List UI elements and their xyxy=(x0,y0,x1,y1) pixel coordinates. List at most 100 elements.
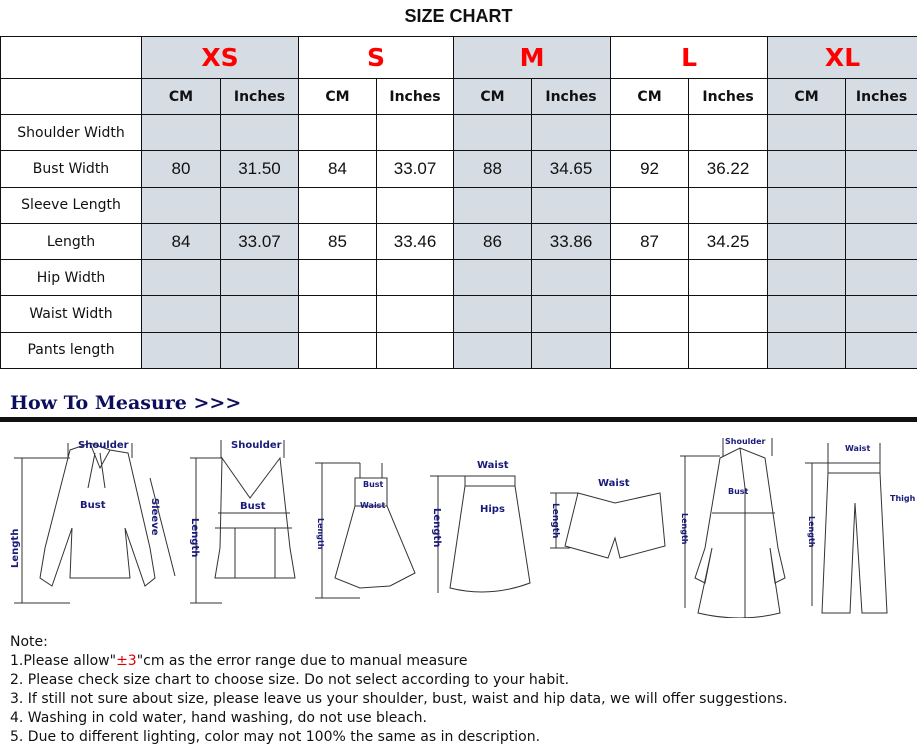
size-chart-table: XS S M L XL CM Inches CM Inches CM Inches CM Inches C… xyxy=(0,36,917,370)
cell xyxy=(141,259,221,297)
tank-top-illustration xyxy=(190,440,296,604)
note-5: 5. Due to different lighting, color may … xyxy=(10,729,541,745)
cell xyxy=(375,259,455,297)
label-length: Length xyxy=(316,518,325,550)
coat-illustration xyxy=(680,438,786,618)
label-bust: Bust xyxy=(363,480,384,489)
unit-header: CM xyxy=(298,78,377,115)
cell xyxy=(453,113,533,152)
note-1-text: "cm as the error range due to manual mea… xyxy=(136,653,468,669)
divider xyxy=(0,417,917,422)
notes-heading: Note: xyxy=(10,634,48,650)
cell: 31.50 xyxy=(220,150,299,188)
cell: 33.07 xyxy=(375,150,455,188)
row-label: Length xyxy=(0,222,142,261)
label-bust: Bust xyxy=(80,500,106,511)
cell xyxy=(298,259,377,297)
cell xyxy=(375,331,455,370)
label-shoulder: Shoulder xyxy=(231,440,282,451)
cell xyxy=(220,186,299,224)
skirt-illustration xyxy=(430,475,531,593)
cell xyxy=(220,295,299,333)
cell: 33.46 xyxy=(375,222,455,261)
cell xyxy=(845,186,917,224)
cell: 36.22 xyxy=(688,150,769,188)
shorts-illustration xyxy=(550,492,666,559)
unit-header: Inches xyxy=(531,78,612,115)
cell xyxy=(610,259,690,297)
size-header-xs: XS xyxy=(141,36,299,79)
unit-header: Inches xyxy=(845,78,917,115)
cell xyxy=(220,259,299,297)
cell xyxy=(845,113,917,152)
cell xyxy=(688,113,769,152)
row-label: Shoulder Width xyxy=(0,113,142,152)
pants-illustration xyxy=(805,443,888,614)
table-row: Shoulder Width xyxy=(0,113,917,152)
corner-cell xyxy=(0,78,142,115)
unit-header: Inches xyxy=(375,78,455,115)
cell xyxy=(767,113,847,152)
label-waist: Waist xyxy=(845,444,870,453)
cell xyxy=(531,295,612,333)
label-length: Length xyxy=(189,518,200,557)
cell xyxy=(375,295,455,333)
size-header-m: M xyxy=(453,36,612,79)
cell xyxy=(767,331,847,370)
size-chart-title: SIZE CHART xyxy=(404,6,513,26)
cell xyxy=(688,295,769,333)
cell xyxy=(610,331,690,370)
note-2: 2. Please check size chart to choose siz… xyxy=(10,672,570,688)
label-shoulder: Shoulder xyxy=(78,440,129,451)
cell xyxy=(220,331,299,370)
note-1: 1.Please allow"±3"cm as the error range … xyxy=(10,652,788,671)
cell xyxy=(610,295,690,333)
cell: 88 xyxy=(453,150,533,188)
cell xyxy=(767,222,847,261)
cell: 92 xyxy=(610,150,690,188)
table-row: Length 84 33.07 85 33.46 86 33.86 87 34.25 xyxy=(0,222,917,261)
cell xyxy=(220,113,299,152)
table-row: Sleeve Length xyxy=(0,186,917,224)
unit-header: CM xyxy=(767,78,847,115)
label-hips: Hips xyxy=(480,504,505,515)
cell xyxy=(298,295,377,333)
cell xyxy=(845,331,917,370)
cell xyxy=(531,186,612,224)
cell: 87 xyxy=(610,222,690,261)
cell xyxy=(845,222,917,261)
blouse-illustration xyxy=(14,442,176,604)
cell xyxy=(453,186,533,224)
cell xyxy=(453,259,533,297)
cell xyxy=(845,295,917,333)
how-to-measure-heading: How To Measure >>> xyxy=(10,392,242,414)
table-row: Hip Width xyxy=(0,259,917,297)
label-waist: Waist xyxy=(598,478,630,489)
unit-header: CM xyxy=(453,78,533,115)
cell xyxy=(531,331,612,370)
cell xyxy=(298,331,377,370)
label-length: Length xyxy=(431,508,442,547)
label-bust: Bust xyxy=(240,501,266,512)
cell: 80 xyxy=(141,150,221,188)
row-label: Waist Width xyxy=(0,295,142,333)
cell: 84 xyxy=(298,150,377,188)
unit-header: CM xyxy=(141,78,221,115)
label-length: Length xyxy=(550,503,560,538)
cell xyxy=(610,113,690,152)
label-shoulder: Shoulder xyxy=(725,437,766,446)
cell: 33.07 xyxy=(220,222,299,261)
dress-illustration xyxy=(315,462,416,599)
cell xyxy=(141,331,221,370)
row-label: Bust Width xyxy=(0,150,142,188)
cell xyxy=(453,295,533,333)
cell: 85 xyxy=(298,222,377,261)
cell xyxy=(845,150,917,188)
label-waist: Waist xyxy=(360,501,385,510)
cell: 34.65 xyxy=(531,150,612,188)
cell xyxy=(453,331,533,370)
label-thigh: Thigh xyxy=(890,494,916,503)
cell xyxy=(141,295,221,333)
cell xyxy=(298,186,377,224)
cell xyxy=(767,186,847,224)
